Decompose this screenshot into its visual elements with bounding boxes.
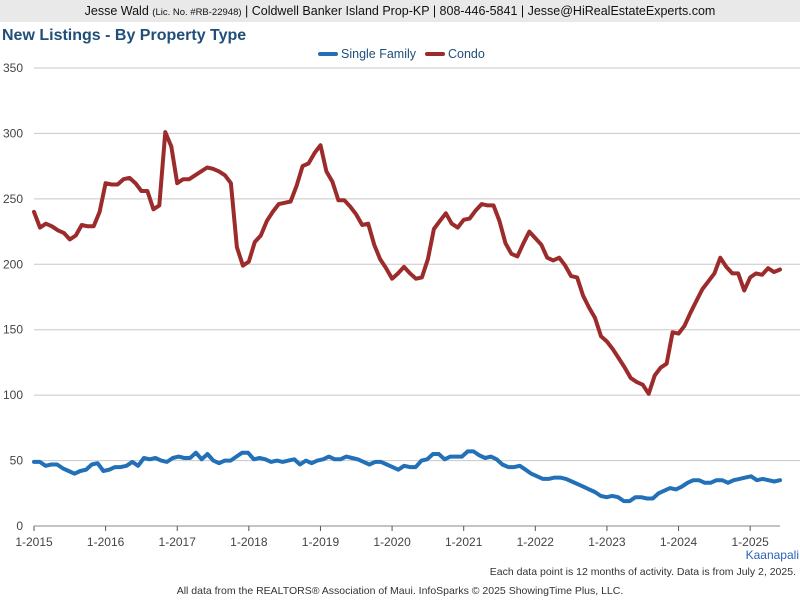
y-tick-label-150: 150 bbox=[3, 323, 23, 337]
area-label: Kaanapali bbox=[746, 548, 799, 562]
series-line-condo[interactable] bbox=[32, 130, 782, 396]
x-tick-label-1-2016: 1-2016 bbox=[87, 535, 125, 549]
x-tick-label-1-2015: 1-2015 bbox=[15, 535, 53, 549]
new-listings-chart: New Listings - By Property Type Single F… bbox=[2, 27, 800, 597]
y-tick-label-350: 350 bbox=[3, 61, 23, 75]
x-tick-label-1-2022: 1-2022 bbox=[517, 535, 555, 549]
x-tick-label-1-2025: 1-2025 bbox=[731, 535, 769, 549]
y-tick-label-250: 250 bbox=[3, 192, 23, 206]
legend-item-single-family[interactable]: Single Family bbox=[318, 47, 417, 61]
x-tick-label-1-2019: 1-2019 bbox=[302, 535, 340, 549]
gridlines bbox=[34, 67, 800, 462]
chart-legend: Single Family Condo bbox=[318, 47, 485, 61]
agent-contact-details: | Coldwell Banker Island Prop-KP | 808-4… bbox=[245, 4, 716, 18]
y-tick-label-100: 100 bbox=[3, 388, 23, 402]
y-tick-label-200: 200 bbox=[3, 257, 23, 271]
series-line-single-family[interactable] bbox=[32, 449, 782, 504]
x-tick-label-1-2020: 1-2020 bbox=[373, 535, 411, 549]
series-lines bbox=[32, 130, 782, 504]
data-note: Each data point is 12 months of activity… bbox=[490, 566, 796, 578]
agent-name: Jesse Wald bbox=[84, 4, 149, 18]
license-number: (Lic. No. #RB-22948) bbox=[152, 7, 242, 18]
legend-label-condo: Condo bbox=[448, 47, 485, 61]
legend-label-single-family: Single Family bbox=[341, 47, 417, 61]
x-tick-label-1-2021: 1-2021 bbox=[445, 535, 483, 549]
legend-item-condo[interactable]: Condo bbox=[425, 47, 485, 61]
x-tick-label-1-2018: 1-2018 bbox=[230, 535, 268, 549]
data-source: All data from the REALTORS® Association … bbox=[177, 585, 624, 597]
x-tick-label-1-2024: 1-2024 bbox=[660, 535, 698, 549]
y-tick-label-0: 0 bbox=[16, 519, 23, 533]
y-tick-label-50: 50 bbox=[10, 454, 24, 468]
y-tick-label-300: 300 bbox=[3, 126, 23, 140]
axes: 0 50 100 150 200 250 300 350 1-2015 1-2016 1-2017 1… bbox=[3, 61, 780, 549]
x-tick-label-1-2023: 1-2023 bbox=[588, 535, 626, 549]
agent-header: Jesse Wald (Lic. No. #RB-22948) | Coldwe… bbox=[0, 0, 800, 22]
chart-title: New Listings - By Property Type bbox=[2, 27, 246, 44]
x-tick-label-1-2017: 1-2017 bbox=[159, 535, 197, 549]
